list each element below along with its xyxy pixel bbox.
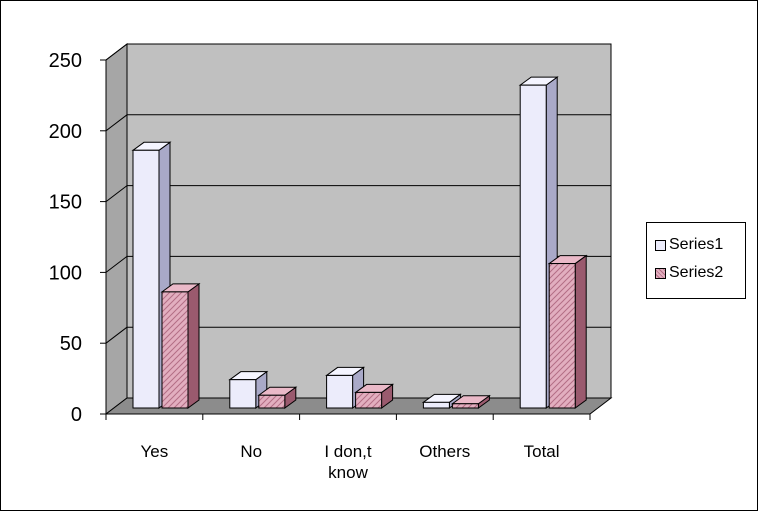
x-tick-label: Total xyxy=(524,442,560,461)
y-tick-labels: 0 50 100 150 200 250 xyxy=(49,50,82,426)
bar-series2 xyxy=(355,391,383,409)
bar-series1 xyxy=(229,379,257,409)
bar-series1 xyxy=(519,84,547,409)
bar-series2 xyxy=(258,394,286,409)
x-tick-label: I don,t xyxy=(324,442,372,461)
legend-label-series2: Series2 xyxy=(669,264,724,281)
bar-side-series2 xyxy=(187,282,200,409)
y-tick-label: 150 xyxy=(49,192,82,214)
bar-series1 xyxy=(422,401,450,409)
legend-label-series1: Series1 xyxy=(669,236,724,253)
gridline-side xyxy=(105,43,128,61)
legend-swatch-series2 xyxy=(655,267,666,279)
x-tick-label: No xyxy=(240,442,262,461)
y-tick-label: 100 xyxy=(49,262,82,284)
bar-series2 xyxy=(161,291,189,409)
bar-side-series2 xyxy=(574,254,587,409)
x-tick-label: Yes xyxy=(141,442,169,461)
bar-series2 xyxy=(451,403,479,409)
x-tick-label: know xyxy=(328,463,368,482)
side-wall xyxy=(105,42,128,416)
bar-series1 xyxy=(132,149,160,409)
axes xyxy=(100,59,591,420)
y-tick-label: 50 xyxy=(60,333,82,355)
bar-series1 xyxy=(326,374,354,409)
gridline-side xyxy=(105,326,128,344)
x-tick-label: Others xyxy=(419,442,470,461)
legend-swatch-series1 xyxy=(655,239,666,251)
y-tick-label: 250 xyxy=(49,50,82,72)
gridline-side xyxy=(105,185,128,202)
legend: Series1 Series2 xyxy=(646,222,746,299)
gridline-side xyxy=(105,114,128,132)
legend-item-series2: Series2 xyxy=(655,262,723,284)
legend-item-series1: Series1 xyxy=(655,234,723,256)
x-tick-labels: Yes No I don,t know Others Total xyxy=(141,442,560,482)
y-tick-label: 200 xyxy=(49,121,82,143)
gridline-side xyxy=(105,256,128,273)
bars xyxy=(131,76,588,409)
bar-series2 xyxy=(548,263,576,409)
y-tick-label: 0 xyxy=(71,404,82,426)
